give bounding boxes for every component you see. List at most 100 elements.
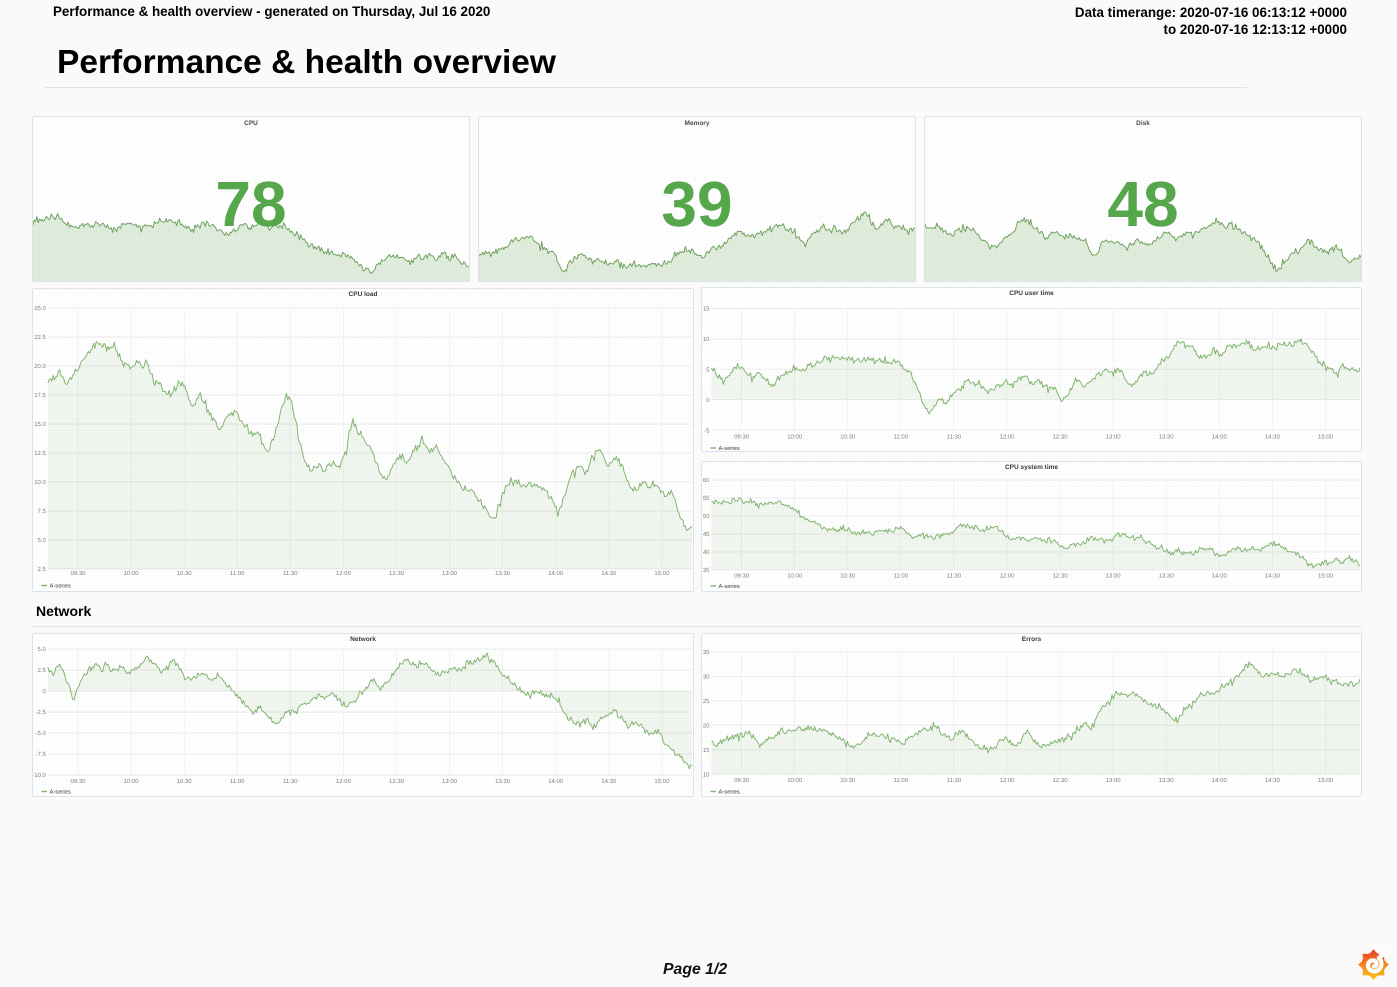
svg-text:15: 15 [703, 306, 710, 313]
svg-text:11:30: 11:30 [947, 777, 962, 784]
svg-text:12:30: 12:30 [389, 778, 405, 785]
svg-text:09:30: 09:30 [734, 434, 750, 441]
svg-text:20: 20 [703, 722, 710, 729]
svg-text:A-series: A-series [50, 583, 71, 590]
svg-text:12:00: 12:00 [999, 573, 1015, 580]
svg-text:25.0: 25.0 [34, 305, 46, 312]
svg-text:A-series: A-series [50, 789, 71, 796]
svg-text:10: 10 [703, 336, 710, 343]
svg-text:A-series: A-series [719, 445, 740, 451]
svg-text:13:00: 13:00 [1106, 434, 1122, 441]
svg-text:14:00: 14:00 [548, 778, 564, 785]
svg-text:15.0: 15.0 [34, 421, 46, 428]
svg-text:12.5: 12.5 [34, 450, 46, 457]
svg-text:11:30: 11:30 [283, 778, 298, 785]
svg-text:10:30: 10:30 [840, 777, 856, 784]
svg-text:0: 0 [43, 688, 47, 695]
svg-text:12:30: 12:30 [1053, 434, 1069, 441]
svg-text:13:00: 13:00 [1106, 573, 1122, 580]
svg-text:15: 15 [703, 747, 710, 754]
svg-text:14:30: 14:30 [1265, 434, 1281, 441]
svg-text:10:30: 10:30 [177, 778, 193, 785]
svg-text:10.0: 10.0 [34, 479, 46, 486]
svg-text:14:00: 14:00 [1212, 434, 1228, 441]
svg-text:09:30: 09:30 [70, 570, 86, 577]
svg-text:14:00: 14:00 [1212, 573, 1228, 580]
svg-text:13:30: 13:30 [495, 778, 511, 785]
svg-text:15:00: 15:00 [654, 570, 670, 577]
svg-text:14:30: 14:30 [601, 570, 617, 577]
svg-text:11:30: 11:30 [283, 570, 298, 577]
svg-text:15:00: 15:00 [1318, 573, 1334, 580]
svg-text:Disk: Disk [1136, 120, 1150, 127]
svg-text:10:00: 10:00 [787, 434, 803, 441]
svg-text:12:30: 12:30 [389, 570, 405, 577]
svg-text:10:00: 10:00 [124, 778, 140, 785]
svg-text:10:30: 10:30 [177, 570, 193, 577]
svg-text:Memory: Memory [685, 120, 710, 127]
svg-text:12:30: 12:30 [1053, 777, 1069, 784]
svg-text:-5: -5 [704, 427, 710, 434]
svg-text:50: 50 [703, 513, 710, 520]
svg-text:12:00: 12:00 [999, 434, 1015, 441]
svg-text:5.0: 5.0 [38, 537, 47, 544]
svg-text:11:00: 11:00 [230, 778, 245, 785]
svg-text:CPU load: CPU load [349, 291, 378, 298]
svg-text:40: 40 [703, 549, 710, 556]
svg-text:CPU system time: CPU system time [1005, 464, 1058, 471]
svg-text:13:30: 13:30 [495, 570, 511, 577]
svg-text:78: 78 [215, 168, 286, 240]
svg-text:11:30: 11:30 [947, 573, 962, 580]
svg-text:10:00: 10:00 [124, 570, 140, 577]
svg-text:12:00: 12:00 [336, 570, 352, 577]
svg-text:10: 10 [703, 771, 710, 778]
svg-text:0: 0 [706, 397, 710, 404]
svg-text:17.5: 17.5 [34, 392, 46, 399]
svg-text:-2.5: -2.5 [36, 709, 47, 716]
svg-text:15:00: 15:00 [1318, 434, 1334, 441]
svg-text:15:00: 15:00 [1318, 777, 1334, 784]
svg-text:15:00: 15:00 [654, 778, 670, 785]
svg-text:14:30: 14:30 [1265, 573, 1281, 580]
svg-text:55: 55 [703, 495, 710, 502]
svg-text:09:30: 09:30 [734, 573, 750, 580]
svg-text:2.5: 2.5 [38, 667, 47, 674]
svg-text:7.5: 7.5 [38, 508, 47, 515]
svg-text:22.5: 22.5 [34, 334, 46, 341]
svg-text:11:00: 11:00 [894, 777, 909, 784]
svg-text:5: 5 [706, 366, 710, 373]
svg-text:5.0: 5.0 [38, 646, 47, 653]
svg-text:10:00: 10:00 [787, 777, 803, 784]
svg-text:14:30: 14:30 [1265, 777, 1281, 784]
svg-text:Network: Network [350, 636, 376, 643]
svg-text:13:30: 13:30 [1159, 434, 1175, 441]
svg-text:60: 60 [703, 477, 710, 484]
svg-text:20.0: 20.0 [34, 363, 46, 370]
svg-text:-7.5: -7.5 [36, 751, 47, 758]
svg-text:14:00: 14:00 [548, 570, 564, 577]
svg-text:14:00: 14:00 [1212, 777, 1228, 784]
svg-text:Errors: Errors [1022, 636, 1042, 643]
svg-text:13:30: 13:30 [1159, 573, 1175, 580]
svg-text:11:00: 11:00 [894, 434, 909, 441]
svg-text:13:00: 13:00 [442, 778, 458, 785]
svg-text:09:30: 09:30 [70, 778, 86, 785]
svg-text:48: 48 [1107, 168, 1178, 240]
svg-text:A-series: A-series [719, 583, 740, 590]
svg-text:35: 35 [703, 649, 710, 656]
svg-text:09:30: 09:30 [734, 777, 750, 784]
svg-text:CPU: CPU [244, 120, 258, 127]
svg-text:10:30: 10:30 [840, 573, 856, 580]
svg-text:11:00: 11:00 [894, 573, 909, 580]
svg-text:30: 30 [703, 674, 710, 681]
svg-text:13:30: 13:30 [1159, 777, 1175, 784]
svg-text:CPU user time: CPU user time [1009, 290, 1054, 297]
svg-text:39: 39 [661, 168, 732, 240]
svg-text:A-series: A-series [719, 789, 740, 796]
svg-text:45: 45 [703, 531, 710, 538]
svg-text:14:30: 14:30 [601, 778, 617, 785]
svg-text:13:00: 13:00 [442, 570, 458, 577]
svg-text:13:00: 13:00 [1106, 777, 1122, 784]
svg-text:-5.0: -5.0 [36, 730, 47, 737]
svg-text:10:00: 10:00 [787, 573, 803, 580]
